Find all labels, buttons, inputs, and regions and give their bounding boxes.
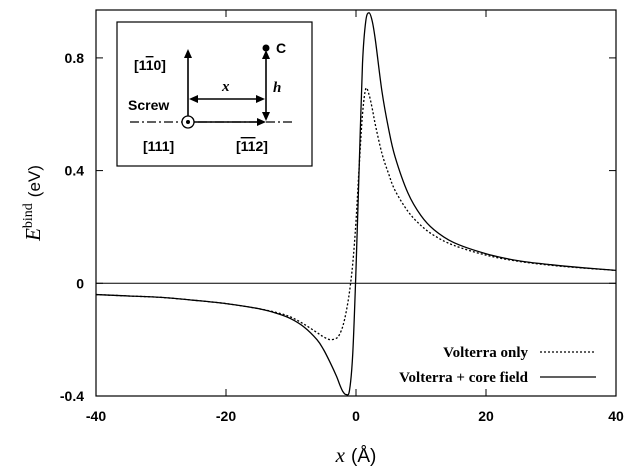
direction-right-bar: 11 xyxy=(241,138,256,154)
carbon-atom xyxy=(262,44,270,52)
direction-right-prefix: [ xyxy=(236,138,241,154)
x-axis-label: x (Å) xyxy=(335,443,377,467)
y-tick-label: 0 xyxy=(76,275,84,291)
arrow-up-head xyxy=(184,49,192,58)
direction-right-label: [112] xyxy=(236,138,268,154)
y-axis-symbol: E xyxy=(21,228,45,242)
y-tick-label: -0.4 xyxy=(60,388,84,404)
x-tick-label: 20 xyxy=(478,408,494,424)
inset-diagram: C [110] Screw x h [111] [112] xyxy=(116,21,313,167)
x-axis-symbol: x xyxy=(335,443,346,467)
y-axis-superscript: bind xyxy=(21,203,36,228)
series-line-volterra-core-field xyxy=(95,12,617,396)
y-axis-unit: (eV) xyxy=(25,165,44,197)
legend: Volterra only Volterra + core field xyxy=(399,345,596,386)
carbon-label: C xyxy=(276,40,286,56)
direction-right-suffix: 2] xyxy=(255,138,267,154)
x-tick-label: 0 xyxy=(352,408,360,424)
x-distance-label: x xyxy=(221,79,230,95)
x-axis-unit: (Å) xyxy=(351,446,376,467)
y-tick-label: 0.8 xyxy=(65,50,85,66)
x-distance-arrow-left-head xyxy=(189,95,198,103)
y-tick-label: 0.4 xyxy=(65,163,85,179)
direction-line-label: [111] xyxy=(143,138,174,154)
inset-box xyxy=(116,21,313,167)
series-line-volterra-only xyxy=(95,87,617,341)
h-distance-arrow-down-head xyxy=(262,112,270,121)
x-distance-arrow-right-head xyxy=(256,95,265,103)
direction-up-bar: 1 xyxy=(146,57,154,73)
screw-dislocation-dot xyxy=(186,120,190,124)
legend-label-volterra-core: Volterra + core field xyxy=(399,370,529,386)
arrow-right-head xyxy=(257,118,266,126)
x-tick-label: 40 xyxy=(608,408,624,424)
direction-up-label: [110] xyxy=(134,57,166,73)
direction-up-prefix: [1 xyxy=(134,57,147,73)
direction-up-suffix: 0] xyxy=(153,57,165,73)
legend-label-volterra-only: Volterra only xyxy=(443,345,528,361)
axis-tick-labels: -40 -20 0 20 40 -0.4 0 0.4 0.8 xyxy=(60,50,624,424)
y-axis-label: Ebind (eV) xyxy=(21,165,45,242)
screw-label: Screw xyxy=(128,97,169,113)
x-tick-label: -40 xyxy=(86,408,106,424)
x-tick-label: -20 xyxy=(216,408,236,424)
h-distance-label: h xyxy=(273,80,281,96)
series-group xyxy=(95,12,617,396)
h-distance-arrow-up-head xyxy=(262,50,270,59)
